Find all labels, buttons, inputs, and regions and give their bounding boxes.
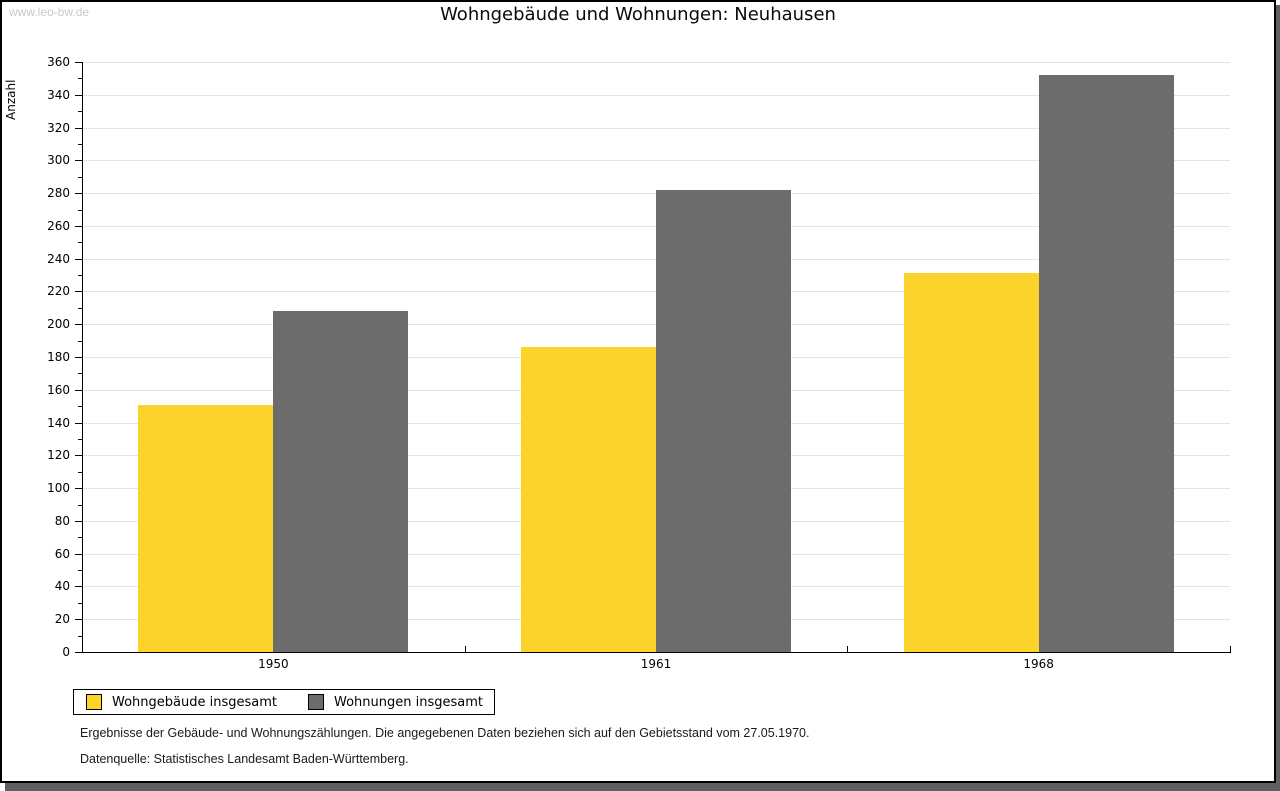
y-tick-label-0: 0 bbox=[62, 645, 70, 659]
y-tick-240 bbox=[75, 258, 82, 260]
bar-wohnungen-1950 bbox=[273, 311, 409, 652]
y-tick-0 bbox=[75, 652, 82, 653]
y-tick-40 bbox=[75, 586, 82, 588]
y-tick-label-140: 140 bbox=[47, 415, 70, 430]
y-tick-80 bbox=[75, 520, 82, 522]
y-gridline-300 bbox=[82, 160, 1230, 162]
y-tick-120 bbox=[75, 455, 82, 457]
y-tick-label-200: 200 bbox=[47, 317, 70, 332]
y-tick-180 bbox=[75, 357, 82, 358]
y-axis-title: Anzahl bbox=[4, 79, 18, 120]
y-tick-260 bbox=[75, 225, 82, 227]
chart-title: Wohngebäude und Wohnungen: Neuhausen bbox=[440, 4, 836, 25]
y-tick-340 bbox=[75, 94, 82, 96]
y-tick-350 bbox=[78, 78, 82, 80]
y-tick-250 bbox=[78, 242, 82, 244]
watermark: www.leo-bw.de bbox=[9, 5, 90, 19]
y-tick-10 bbox=[78, 635, 82, 637]
y-tick-label-180: 180 bbox=[47, 350, 70, 364]
y-tick-200 bbox=[75, 324, 82, 326]
legend: Wohngebäude insgesamt Wohnungen insgesam… bbox=[73, 689, 495, 715]
y-tick-360 bbox=[75, 62, 82, 63]
y-tick-100 bbox=[75, 488, 82, 490]
bar-wohnungen-1968 bbox=[1038, 75, 1174, 652]
y-tick-label-20: 20 bbox=[54, 612, 70, 627]
y-tick-130 bbox=[78, 438, 82, 440]
x-tick-1 bbox=[464, 646, 466, 652]
footnote-line2: Datenquelle: Statistisches Landesamt Bad… bbox=[80, 752, 409, 766]
y-tick-label-40: 40 bbox=[54, 579, 70, 594]
y-tick-label-300: 300 bbox=[47, 153, 70, 168]
y-tick-220 bbox=[75, 291, 82, 293]
y-gridline-320 bbox=[82, 127, 1230, 129]
y-tick-330 bbox=[78, 111, 82, 113]
x-category-label-1961: 1961 bbox=[640, 657, 672, 671]
y-tick-310 bbox=[78, 143, 82, 145]
y-tick-140 bbox=[75, 422, 82, 424]
y-tick-230 bbox=[78, 275, 82, 277]
y-tick-30 bbox=[78, 602, 82, 604]
y-tick-300 bbox=[75, 160, 82, 162]
y-tick-170 bbox=[78, 373, 82, 375]
y-tick-label-220: 220 bbox=[47, 284, 70, 299]
y-tick-70 bbox=[78, 537, 82, 539]
y-gridline-360 bbox=[82, 62, 1230, 63]
x-tick-3 bbox=[1230, 646, 1231, 652]
y-tick-label-340: 340 bbox=[47, 87, 70, 102]
y-tick-label-280: 280 bbox=[47, 186, 70, 201]
y-tick-210 bbox=[78, 307, 82, 309]
y-tick-160 bbox=[75, 389, 82, 391]
y-tick-label-60: 60 bbox=[54, 546, 70, 561]
bar-wohngebaeude-1968 bbox=[903, 273, 1039, 652]
legend-label-wohngebaeude: Wohngebäude insgesamt bbox=[112, 694, 277, 710]
y-gridline-340 bbox=[82, 94, 1230, 96]
legend-swatch-wohnungen bbox=[308, 694, 324, 710]
y-tick-20 bbox=[75, 619, 82, 621]
y-tick-90 bbox=[78, 504, 82, 506]
y-tick-50 bbox=[78, 570, 82, 572]
y-tick-label-360: 360 bbox=[47, 55, 70, 69]
y-tick-280 bbox=[75, 193, 82, 195]
x-category-label-1968: 1968 bbox=[1023, 657, 1054, 671]
y-tick-270 bbox=[78, 209, 82, 211]
bar-wohngebaeude-1950 bbox=[138, 404, 274, 652]
x-axis-line bbox=[82, 652, 1231, 653]
bar-wohngebaeude-1961 bbox=[521, 347, 656, 652]
y-tick-190 bbox=[78, 340, 82, 342]
x-category-label-1950: 1950 bbox=[258, 657, 289, 671]
y-tick-label-320: 320 bbox=[47, 120, 70, 135]
legend-swatch-wohngebaeude bbox=[86, 694, 102, 710]
y-axis-line bbox=[82, 62, 83, 652]
y-tick-290 bbox=[78, 176, 82, 178]
y-tick-label-100: 100 bbox=[47, 481, 70, 496]
x-tick-2 bbox=[847, 646, 849, 652]
y-tick-label-80: 80 bbox=[54, 513, 70, 528]
page-shadow-right bbox=[1276, 5, 1280, 791]
y-tick-label-120: 120 bbox=[47, 448, 70, 463]
y-tick-60 bbox=[75, 553, 82, 555]
y-tick-110 bbox=[78, 471, 82, 473]
legend-label-wohnungen: Wohnungen insgesamt bbox=[334, 694, 483, 710]
bar-wohnungen-1961 bbox=[656, 189, 791, 652]
page-shadow-bottom bbox=[5, 783, 1280, 791]
footnote-line1: Ergebnisse der Gebäude- und Wohnungszähl… bbox=[80, 726, 810, 740]
y-tick-label-260: 260 bbox=[47, 218, 70, 233]
y-tick-320 bbox=[75, 127, 82, 129]
y-tick-label-240: 240 bbox=[47, 251, 70, 266]
y-tick-150 bbox=[78, 406, 82, 408]
y-tick-label-160: 160 bbox=[47, 382, 70, 397]
